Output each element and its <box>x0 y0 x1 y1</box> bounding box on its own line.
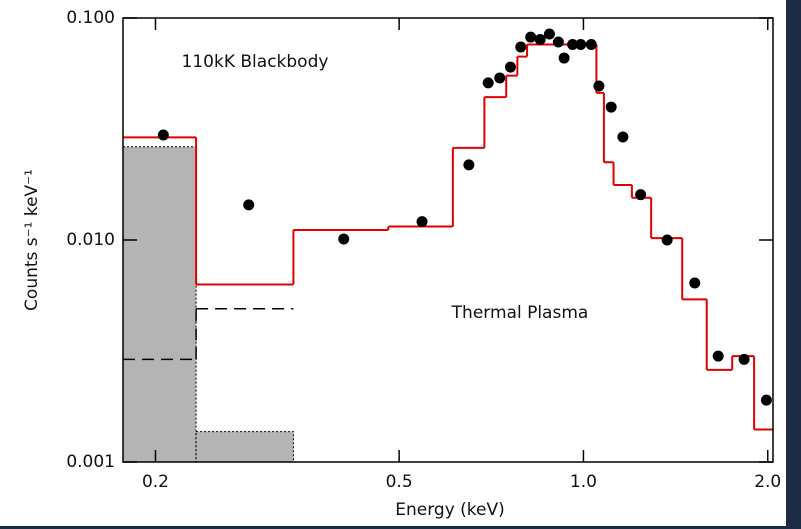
x-tick-label: 0.5 <box>386 472 413 492</box>
x-tick-label: 1.0 <box>570 472 597 492</box>
data-point <box>534 34 546 46</box>
y-tick-label: 0.010 <box>66 230 115 250</box>
data-point <box>243 199 255 211</box>
x-tick-label: 2.0 <box>754 472 781 492</box>
data-point <box>515 41 527 53</box>
data-point <box>552 36 564 48</box>
data-point <box>689 277 701 289</box>
data-point <box>605 101 617 113</box>
y-axis-title: Counts s⁻¹ keV⁻¹ <box>22 169 42 311</box>
data-point <box>593 80 605 92</box>
data-point <box>760 394 772 406</box>
data-point <box>661 234 673 246</box>
data-point <box>712 350 724 362</box>
data-point <box>617 131 629 143</box>
data-point <box>567 38 579 50</box>
blackbody-bin <box>195 431 294 463</box>
annotation: Thermal Plasma <box>451 303 589 323</box>
annotation: 110kK Blackbody <box>182 52 329 72</box>
data-point <box>558 52 570 64</box>
data-point <box>482 77 494 89</box>
blackbody-bin <box>122 146 197 463</box>
data-point <box>525 31 537 43</box>
data-point <box>543 28 555 40</box>
data-point <box>416 216 428 228</box>
data-point <box>575 38 587 50</box>
data-point <box>585 38 597 50</box>
y-tick-label: 0.001 <box>66 452 115 472</box>
data-point <box>157 129 169 141</box>
y-tick-label: 0.100 <box>66 8 115 28</box>
data-point <box>504 61 516 73</box>
data-point <box>635 189 647 201</box>
data-point <box>738 353 750 365</box>
x-axis-title: Energy (keV) <box>395 500 505 520</box>
data-point <box>463 159 475 171</box>
data-point <box>494 72 506 84</box>
x-tick-label: 0.2 <box>142 472 169 492</box>
data-point <box>338 233 350 245</box>
panel <box>0 0 786 526</box>
